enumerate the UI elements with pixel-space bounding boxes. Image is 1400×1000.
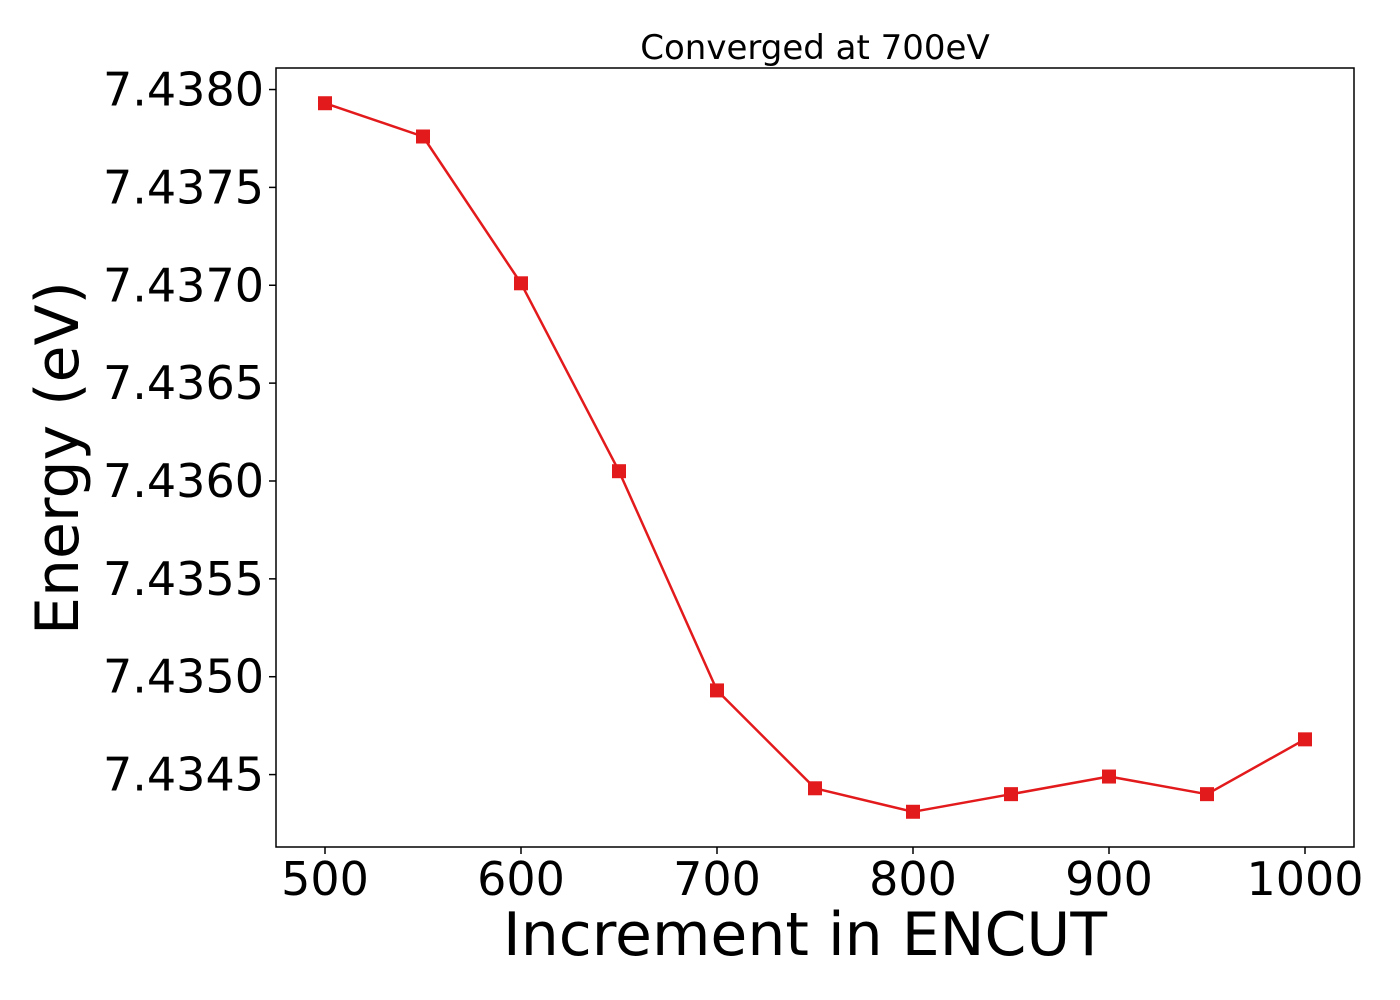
x-tick-label: 600	[477, 852, 565, 906]
plot-area	[275, 67, 1355, 848]
x-axis-ticks: 500 600 700 800 900 1000	[281, 847, 1364, 906]
y-tick-label: 7.4345	[103, 748, 264, 802]
data-point-marker	[514, 276, 528, 291]
x-tick-label: 500	[281, 852, 369, 906]
y-tick-label: 7.4355	[103, 552, 264, 606]
x-axis-label: Increment in ENCUT	[503, 900, 1107, 970]
plot-frame	[275, 67, 1355, 848]
data-point-marker	[612, 464, 626, 479]
y-tick-label: 7.4365	[103, 356, 264, 410]
data-point-marker	[710, 683, 724, 698]
y-tick-label: 7.4360	[103, 454, 264, 508]
x-tick-label: 700	[673, 852, 761, 906]
y-tick-label: 7.4350	[103, 650, 264, 704]
data-point-marker	[1102, 769, 1116, 784]
chart-title: Converged at 700eV	[640, 28, 989, 68]
y-axis-ticks: 7.4345 7.4350 7.4355 7.4360 7.4365 7.4370 7.43…	[103, 63, 276, 802]
y-tick-label: 7.4380	[103, 63, 264, 117]
x-tick-label: 900	[1065, 852, 1153, 906]
data-point-marker	[1298, 732, 1312, 747]
y-tick-label: 7.4370	[103, 258, 264, 312]
data-point-marker	[1200, 787, 1214, 802]
x-tick-label: 1000	[1246, 852, 1363, 906]
series-line	[324, 102, 1306, 814]
data-point-marker	[1004, 787, 1018, 802]
y-tick-label: 7.4375	[103, 160, 264, 214]
y-axis-label: Energy (eV)	[23, 281, 93, 635]
data-point-marker	[416, 129, 430, 144]
data-point-marker	[318, 96, 332, 111]
data-point-marker	[906, 804, 920, 819]
x-tick-label: 800	[869, 852, 957, 906]
data-point-marker	[808, 781, 822, 796]
